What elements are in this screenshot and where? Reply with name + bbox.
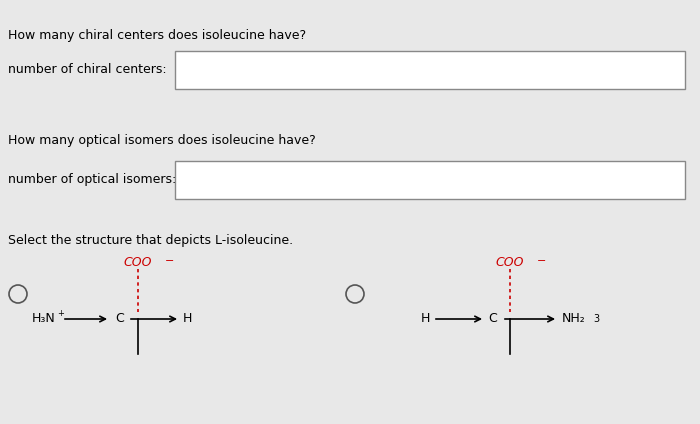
Text: −: − bbox=[537, 256, 547, 266]
Text: number of chiral centers:: number of chiral centers: bbox=[8, 62, 167, 75]
Text: number of optical isomers:: number of optical isomers: bbox=[8, 173, 176, 186]
Text: H: H bbox=[421, 312, 430, 326]
Text: H₃N: H₃N bbox=[32, 312, 55, 326]
FancyBboxPatch shape bbox=[175, 161, 685, 199]
Text: H: H bbox=[183, 312, 193, 326]
Text: C: C bbox=[115, 312, 124, 326]
Text: Select the structure that depicts L-isoleucine.: Select the structure that depicts L-isol… bbox=[8, 234, 293, 247]
Text: C: C bbox=[488, 312, 497, 326]
Text: −: − bbox=[165, 256, 174, 266]
FancyBboxPatch shape bbox=[175, 51, 685, 89]
Text: COO: COO bbox=[496, 256, 524, 269]
Text: COO: COO bbox=[124, 256, 153, 269]
Text: NH₂: NH₂ bbox=[562, 312, 586, 326]
Text: How many chiral centers does isoleucine have?: How many chiral centers does isoleucine … bbox=[8, 29, 306, 42]
Text: 3: 3 bbox=[593, 314, 599, 324]
Text: +: + bbox=[57, 310, 64, 318]
Text: How many optical isomers does isoleucine have?: How many optical isomers does isoleucine… bbox=[8, 134, 316, 147]
